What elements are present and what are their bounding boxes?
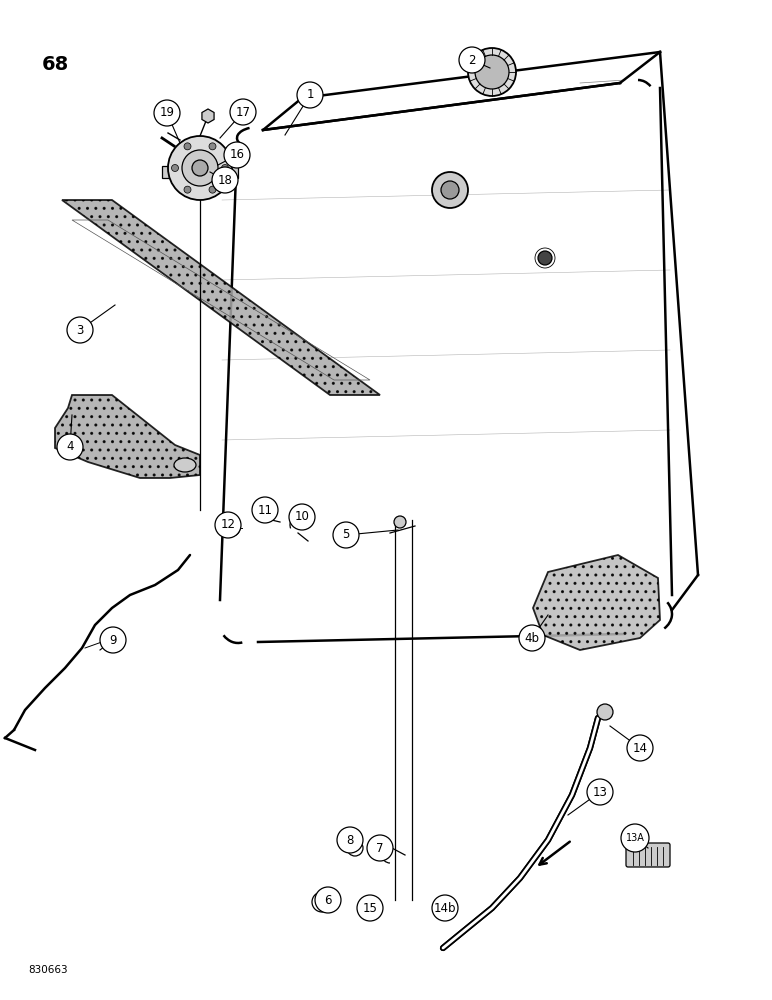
- Text: 8: 8: [347, 834, 354, 846]
- Circle shape: [519, 625, 545, 651]
- Circle shape: [468, 48, 516, 96]
- Circle shape: [333, 522, 359, 548]
- Circle shape: [441, 181, 459, 199]
- Polygon shape: [62, 200, 380, 395]
- Circle shape: [57, 434, 83, 460]
- Text: 10: 10: [295, 510, 310, 524]
- Text: 14b: 14b: [434, 902, 456, 914]
- Circle shape: [67, 317, 93, 343]
- Circle shape: [289, 504, 315, 530]
- Circle shape: [315, 887, 341, 913]
- Text: 14: 14: [632, 742, 648, 754]
- Text: 15: 15: [363, 902, 378, 914]
- Circle shape: [100, 627, 126, 653]
- Text: 6: 6: [324, 894, 332, 906]
- Circle shape: [432, 895, 458, 921]
- Text: 13: 13: [593, 786, 608, 798]
- Circle shape: [432, 172, 468, 208]
- Circle shape: [621, 824, 649, 852]
- Text: 19: 19: [160, 106, 174, 119]
- Text: 4b: 4b: [524, 632, 540, 645]
- Text: 4: 4: [66, 440, 74, 454]
- Circle shape: [230, 99, 256, 125]
- Circle shape: [184, 143, 191, 150]
- Text: 11: 11: [258, 504, 273, 516]
- Circle shape: [209, 186, 216, 193]
- Circle shape: [215, 512, 241, 538]
- Circle shape: [171, 164, 178, 172]
- Circle shape: [357, 895, 383, 921]
- Circle shape: [154, 100, 180, 126]
- Text: 1: 1: [306, 89, 313, 102]
- Circle shape: [192, 160, 208, 176]
- Circle shape: [209, 143, 216, 150]
- Polygon shape: [533, 555, 660, 650]
- Text: 2: 2: [469, 53, 476, 66]
- Text: 7: 7: [376, 842, 384, 854]
- Circle shape: [394, 516, 406, 528]
- Bar: [162, 166, 238, 178]
- Circle shape: [597, 704, 613, 720]
- Text: 68: 68: [42, 55, 69, 74]
- Text: 9: 9: [110, 634, 117, 647]
- Circle shape: [587, 779, 613, 805]
- Circle shape: [297, 82, 323, 108]
- Text: 17: 17: [235, 105, 250, 118]
- Circle shape: [182, 150, 218, 186]
- Circle shape: [538, 251, 552, 265]
- Text: 13A: 13A: [625, 833, 645, 843]
- Circle shape: [337, 827, 363, 853]
- Circle shape: [252, 497, 278, 523]
- Text: 16: 16: [229, 148, 245, 161]
- Polygon shape: [55, 395, 200, 478]
- Circle shape: [459, 47, 485, 73]
- Circle shape: [627, 735, 653, 761]
- Ellipse shape: [174, 458, 196, 472]
- Circle shape: [224, 142, 250, 168]
- Circle shape: [212, 167, 238, 193]
- Circle shape: [184, 186, 191, 193]
- Circle shape: [222, 164, 229, 172]
- Text: 18: 18: [218, 174, 232, 186]
- Text: 830663: 830663: [28, 965, 68, 975]
- Text: 5: 5: [342, 528, 350, 542]
- Circle shape: [475, 55, 509, 89]
- Circle shape: [168, 136, 232, 200]
- FancyBboxPatch shape: [626, 843, 670, 867]
- Text: 12: 12: [221, 518, 235, 532]
- Text: 3: 3: [76, 324, 83, 336]
- Circle shape: [367, 835, 393, 861]
